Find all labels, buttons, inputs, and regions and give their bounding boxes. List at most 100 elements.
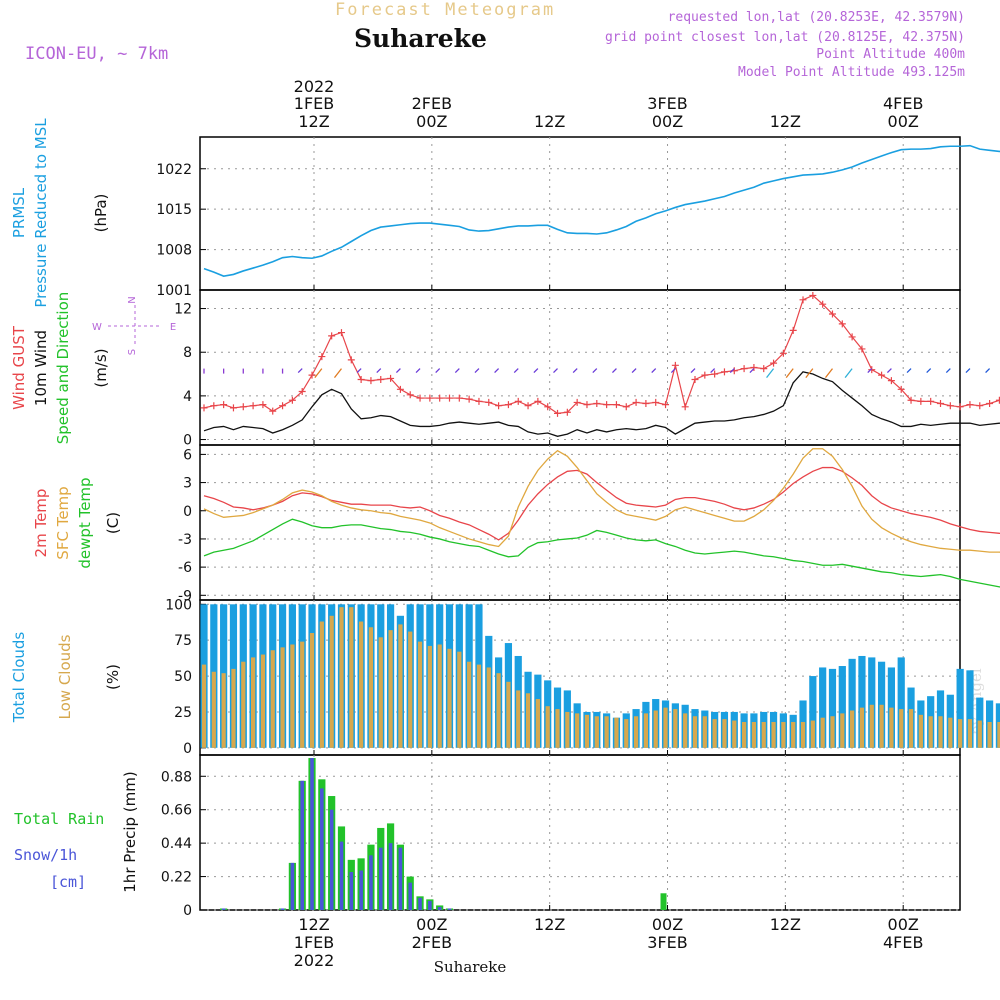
y-tick-label: 1015 bbox=[156, 202, 192, 218]
low-cloud-bar bbox=[928, 716, 933, 748]
top-date-label: 3FEB bbox=[647, 94, 687, 113]
snow-bar bbox=[408, 882, 413, 910]
low-cloud-bar bbox=[899, 709, 904, 748]
low-cloud-bar bbox=[967, 719, 973, 748]
y-tick-label: -9 bbox=[178, 588, 192, 604]
wind-direction-arrow bbox=[985, 368, 991, 374]
low-cloud-bar bbox=[388, 630, 393, 748]
low-cloud-bar bbox=[643, 713, 648, 748]
top-year-label: 2022 bbox=[294, 77, 335, 96]
low-cloud-bar bbox=[251, 657, 256, 748]
snow-bar bbox=[388, 843, 393, 910]
gust-marker bbox=[446, 394, 453, 402]
gust-marker bbox=[897, 385, 905, 393]
y-tick-label: 0 bbox=[183, 903, 192, 919]
gust-marker bbox=[750, 364, 758, 371]
precip-ylabel: 1hr Precip (mm) bbox=[121, 771, 139, 892]
y-tick-label: 3 bbox=[183, 476, 192, 492]
low-cloud-bar bbox=[908, 709, 914, 748]
low-cloud-bar bbox=[476, 664, 482, 748]
low-cloud-bar bbox=[506, 681, 511, 748]
wind-speed-line bbox=[203, 371, 1000, 437]
gust-marker bbox=[475, 397, 483, 405]
y-tick-label: 1001 bbox=[156, 283, 192, 299]
gust-marker bbox=[406, 391, 414, 399]
wind-direction-arrow bbox=[297, 368, 303, 374]
low-cloud-bar bbox=[368, 627, 374, 748]
low-cloud-bar bbox=[486, 667, 491, 748]
total-cloud-bar bbox=[897, 657, 905, 748]
low-cloud-bar bbox=[417, 641, 423, 748]
snow-bar bbox=[378, 847, 383, 910]
low-cloud-bar bbox=[319, 621, 324, 748]
gust-marker bbox=[308, 371, 316, 379]
y-tick-label: -3 bbox=[178, 532, 192, 548]
gust-marker bbox=[887, 377, 895, 385]
gust-marker bbox=[583, 401, 591, 409]
wind-direction-arrow bbox=[670, 368, 676, 374]
snow-bar bbox=[349, 872, 354, 910]
wind-direction-arrow bbox=[314, 368, 323, 378]
gust-marker bbox=[593, 400, 601, 408]
gust-marker bbox=[298, 388, 306, 396]
gust-marker bbox=[720, 368, 728, 376]
gust-marker bbox=[524, 402, 532, 410]
gust-marker bbox=[288, 396, 296, 404]
total-cloud-bar bbox=[887, 667, 895, 748]
y-tick-label: 6 bbox=[183, 447, 192, 463]
gust-marker bbox=[337, 329, 345, 337]
wind-direction-arrow bbox=[376, 368, 382, 374]
wind-direction-arrow bbox=[749, 368, 755, 374]
total-cloud-bar bbox=[809, 676, 817, 748]
low-cloud-bar bbox=[840, 713, 845, 748]
gust-marker bbox=[455, 394, 463, 402]
wind-direction-arrow bbox=[533, 368, 539, 374]
gust-marker bbox=[377, 376, 385, 384]
temp-sfc-line bbox=[203, 448, 1000, 553]
low-cloud-bar bbox=[879, 704, 884, 748]
y-tick-label: 75 bbox=[174, 633, 192, 649]
gust-marker bbox=[504, 401, 512, 409]
low-cloud-bar bbox=[290, 644, 295, 748]
gust-marker bbox=[259, 401, 267, 409]
y-tick-label: 8 bbox=[183, 345, 192, 361]
low-cloud-bar bbox=[771, 721, 776, 748]
gust-marker bbox=[534, 397, 542, 405]
low-cloud-bar bbox=[987, 721, 992, 748]
bottom-time-label: 00Z bbox=[652, 915, 683, 934]
wind-direction-arrow bbox=[785, 368, 794, 378]
gust-marker bbox=[986, 400, 994, 408]
gust-marker bbox=[239, 403, 247, 411]
wind-direction-arrow bbox=[395, 368, 401, 374]
low-cloud-bar bbox=[761, 721, 766, 748]
gust-marker bbox=[229, 404, 237, 412]
gust-marker bbox=[858, 345, 866, 353]
compass-west: W bbox=[92, 322, 102, 333]
gust-marker bbox=[426, 394, 434, 402]
gust-marker bbox=[878, 371, 886, 379]
snow-bar bbox=[369, 855, 373, 910]
bottom-time-label: 12Z bbox=[534, 915, 565, 934]
low-cloud-bar bbox=[300, 641, 305, 748]
low-cloud-bar bbox=[722, 719, 727, 748]
gust-marker bbox=[554, 409, 562, 417]
low-cloud-bar bbox=[329, 615, 334, 748]
y-tick-label: -6 bbox=[178, 560, 192, 576]
gust-marker bbox=[220, 401, 228, 409]
gust-marker bbox=[563, 408, 571, 416]
wind-direction-arrow bbox=[805, 368, 814, 378]
snow-bar bbox=[280, 908, 285, 910]
low-cloud-bar bbox=[349, 607, 354, 748]
gust-marker bbox=[671, 361, 679, 369]
low-cloud-bar bbox=[201, 664, 207, 748]
gust-marker bbox=[828, 310, 836, 318]
gust-marker bbox=[573, 398, 581, 406]
low-cloud-bar bbox=[653, 710, 658, 748]
gust-marker bbox=[200, 404, 208, 412]
low-cloud-bar bbox=[702, 716, 707, 748]
gust-marker bbox=[838, 320, 846, 328]
wind-direction-arrow bbox=[356, 368, 362, 374]
total-cloud-bar bbox=[966, 670, 974, 748]
low-cloud-bar bbox=[339, 607, 344, 748]
y-tick-label: 1008 bbox=[156, 243, 192, 259]
